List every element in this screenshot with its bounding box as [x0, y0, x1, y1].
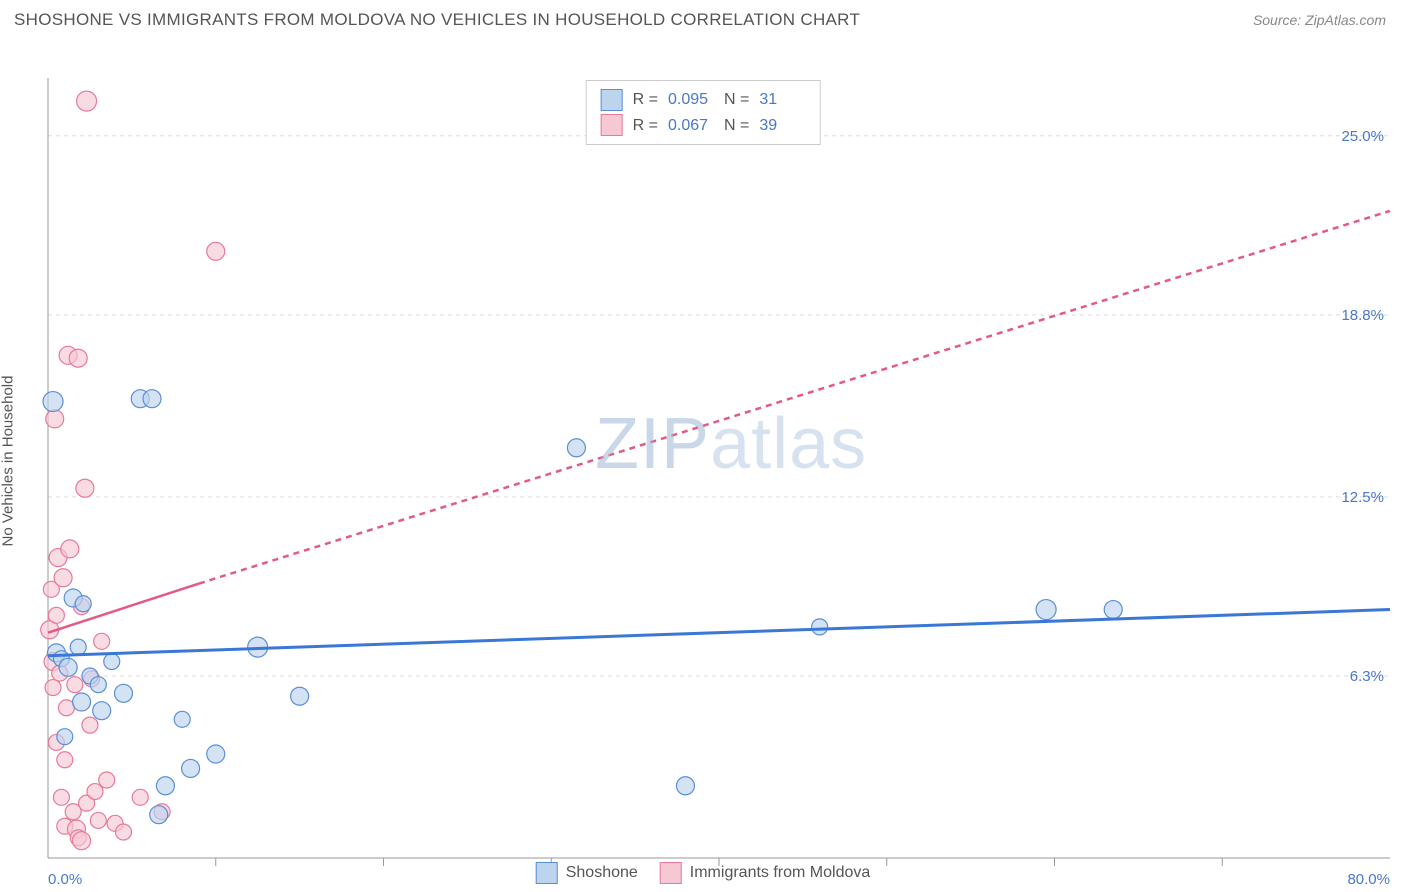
y-tick-label: 12.5%: [1341, 489, 1384, 506]
y-tick-label: 25.0%: [1341, 128, 1384, 145]
moldova-point: [132, 789, 148, 805]
moldova-point: [73, 832, 91, 850]
shoshone-point: [676, 777, 694, 795]
moldova-point: [57, 752, 73, 768]
moldova-point: [67, 677, 83, 693]
shoshone-point: [291, 687, 309, 705]
moldova-point: [99, 772, 115, 788]
stats-row-moldova: R = 0.067 N = 39: [601, 113, 806, 139]
shoshone-swatch: [601, 89, 623, 111]
y-axis-label: No Vehicles in Household: [0, 376, 17, 547]
shoshone-point: [70, 639, 86, 655]
moldova-point: [45, 680, 61, 696]
moldova-point: [53, 789, 69, 805]
moldova-point: [46, 410, 64, 428]
moldova-point: [115, 824, 131, 840]
shoshone-point: [567, 439, 585, 457]
moldova-point: [76, 479, 94, 497]
moldova-trendline: [199, 211, 1390, 584]
shoshone-point: [43, 392, 63, 412]
shoshone-point: [57, 729, 73, 745]
n-label: N =: [724, 113, 749, 139]
shoshone-point: [812, 619, 828, 635]
shoshone-point: [93, 702, 111, 720]
n-label: N =: [724, 87, 749, 113]
shoshone-point: [73, 693, 91, 711]
r-label: R =: [633, 87, 658, 113]
y-tick-label: 6.3%: [1350, 668, 1384, 685]
shoshone-point: [182, 759, 200, 777]
r-value: 0.095: [668, 87, 714, 113]
n-value: 39: [759, 113, 805, 139]
correlation-stats-box: R = 0.095 N = 31 R = 0.067 N = 39: [586, 80, 821, 145]
shoshone-point: [75, 596, 91, 612]
legend-item-shoshone: Shoshone: [536, 862, 638, 884]
moldova-legend-label: Immigrants from Moldova: [690, 864, 871, 882]
y-tick-label: 18.8%: [1341, 307, 1384, 324]
shoshone-point: [90, 677, 106, 693]
r-label: R =: [633, 113, 658, 139]
shoshone-point: [1104, 601, 1122, 619]
shoshone-legend-swatch: [536, 862, 558, 884]
series-legend: Shoshone Immigrants from Moldova: [536, 862, 871, 884]
shoshone-point: [114, 684, 132, 702]
moldova-point: [94, 633, 110, 649]
moldova-point: [69, 349, 87, 367]
n-value: 31: [759, 87, 805, 113]
shoshone-trendline: [48, 610, 1390, 656]
moldova-point: [207, 242, 225, 260]
shoshone-point: [150, 806, 168, 824]
source-attribution: Source: ZipAtlas.com: [1253, 12, 1386, 28]
x-axis-max-label: 80.0%: [1347, 871, 1390, 888]
moldova-point: [82, 717, 98, 733]
moldova-point: [61, 540, 79, 558]
shoshone-point: [104, 654, 120, 670]
shoshone-point: [156, 777, 174, 795]
shoshone-point: [59, 658, 77, 676]
moldova-swatch: [601, 114, 623, 136]
moldova-legend-swatch: [660, 862, 682, 884]
shoshone-point: [174, 711, 190, 727]
stats-row-shoshone: R = 0.095 N = 31: [601, 87, 806, 113]
chart-title: SHOSHONE VS IMMIGRANTS FROM MOLDOVA NO V…: [14, 10, 860, 30]
source-prefix: Source:: [1253, 12, 1305, 28]
moldova-point: [48, 607, 64, 623]
x-axis-min-label: 0.0%: [48, 871, 82, 888]
chart-container: No Vehicles in Household 6.3% 12.5% 18.8% 2…: [0, 36, 1406, 886]
shoshone-point: [143, 390, 161, 408]
r-value: 0.067: [668, 113, 714, 139]
moldova-point: [77, 91, 97, 111]
legend-item-moldova: Immigrants from Moldova: [660, 862, 871, 884]
scatter-chart: 6.3% 12.5% 18.8% 25.0%: [0, 36, 1406, 866]
chart-header: SHOSHONE VS IMMIGRANTS FROM MOLDOVA NO V…: [0, 0, 1406, 36]
shoshone-legend-label: Shoshone: [566, 864, 638, 882]
shoshone-point: [207, 745, 225, 763]
source-name: ZipAtlas.com: [1305, 12, 1386, 28]
moldova-point: [54, 569, 72, 587]
shoshone-point: [1036, 600, 1056, 620]
moldova-point: [90, 812, 106, 828]
